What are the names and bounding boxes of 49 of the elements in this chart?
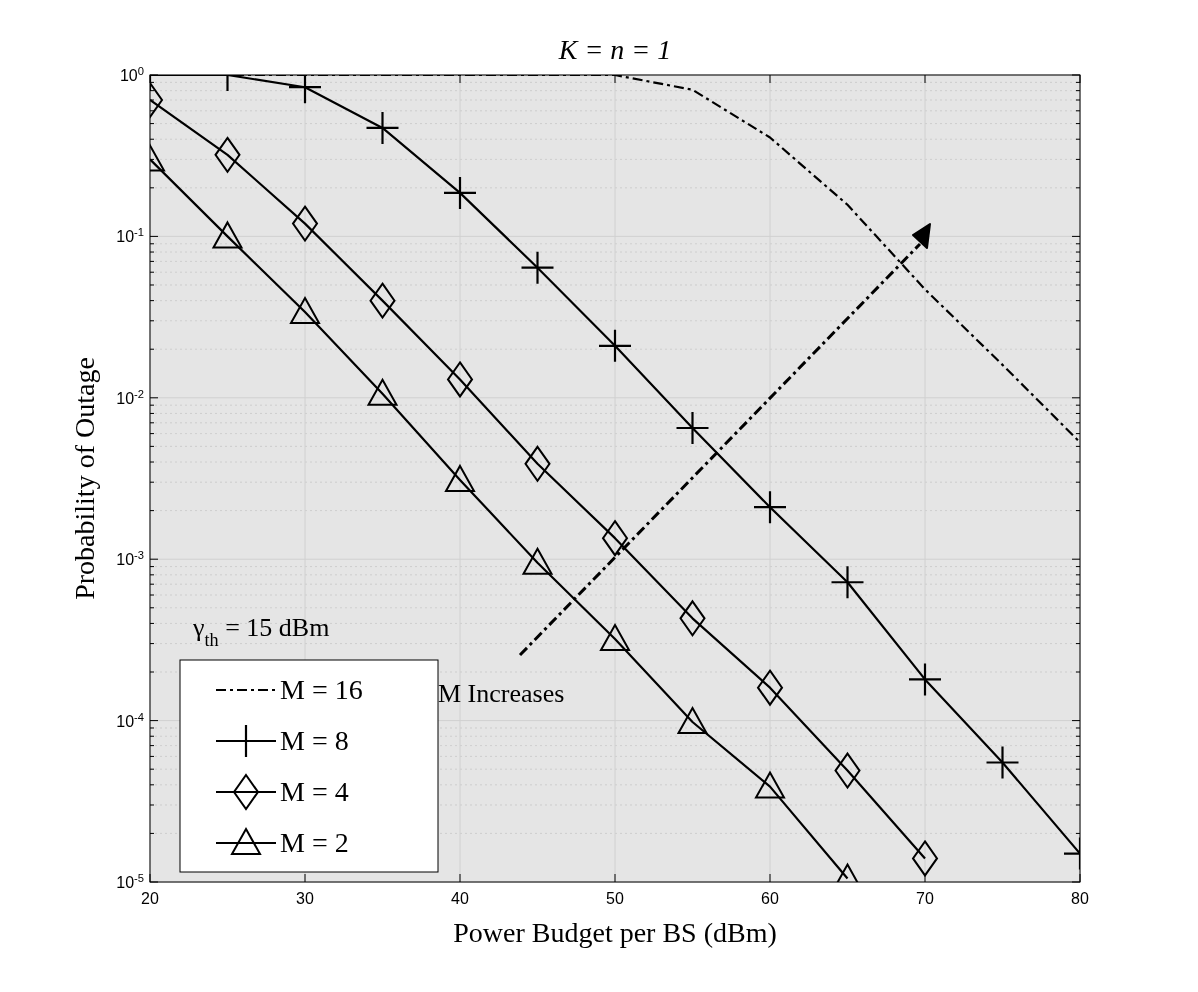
point — [521, 251, 554, 284]
point — [445, 464, 475, 492]
y-tick-label: 10$^{-5}$ — [116, 872, 144, 891]
annotation: γ$_{th}$ = 15 dBm — [192, 613, 330, 650]
point — [831, 566, 864, 599]
point — [290, 297, 320, 325]
legend-label: M = 2 — [280, 827, 349, 858]
point — [679, 600, 706, 637]
legend-label: M = 8 — [280, 725, 349, 756]
x-tick-label: 20 — [141, 890, 159, 907]
point — [676, 412, 709, 444]
point — [292, 205, 318, 242]
point — [367, 378, 398, 406]
point — [986, 746, 1019, 779]
point — [366, 111, 399, 144]
point — [369, 282, 396, 319]
y-tick-label: 10$^{-2}$ — [116, 387, 144, 407]
y-tick-label: 10$^{-4}$ — [116, 710, 144, 730]
legend-label: M = 4 — [280, 776, 349, 807]
point — [524, 445, 551, 482]
point — [757, 669, 783, 706]
x-tick-label: 60 — [761, 890, 779, 907]
x-tick-label: 70 — [916, 890, 934, 907]
point — [754, 491, 786, 524]
y-tick-label: 10$^{-1}$ — [116, 226, 144, 246]
annotation: M Increases — [438, 679, 565, 708]
x-axis-title: Power Budget per BS (dBm) — [453, 917, 777, 948]
x-tick-label: 40 — [451, 890, 469, 907]
point — [599, 329, 631, 362]
point — [755, 771, 785, 799]
y-axis-title: Probability of Outage — [69, 357, 100, 600]
chart-title: K = n = 1 — [557, 34, 672, 65]
y-tick-label: 10$^{-3}$ — [116, 549, 144, 569]
point — [447, 361, 473, 398]
point — [444, 176, 476, 209]
point — [214, 136, 241, 173]
point — [834, 752, 861, 789]
point — [522, 547, 553, 575]
x-tick-label: 30 — [296, 890, 314, 907]
point — [212, 221, 243, 249]
y-tick-label: 10$^{0}$ — [119, 65, 144, 84]
legend-label: M = 16 — [280, 674, 363, 705]
point — [677, 707, 708, 735]
x-tick-label: 80 — [1071, 890, 1089, 907]
point — [600, 624, 630, 652]
point — [912, 840, 938, 877]
point — [909, 663, 941, 696]
point — [602, 520, 628, 557]
x-tick-label: 50 — [606, 890, 624, 907]
